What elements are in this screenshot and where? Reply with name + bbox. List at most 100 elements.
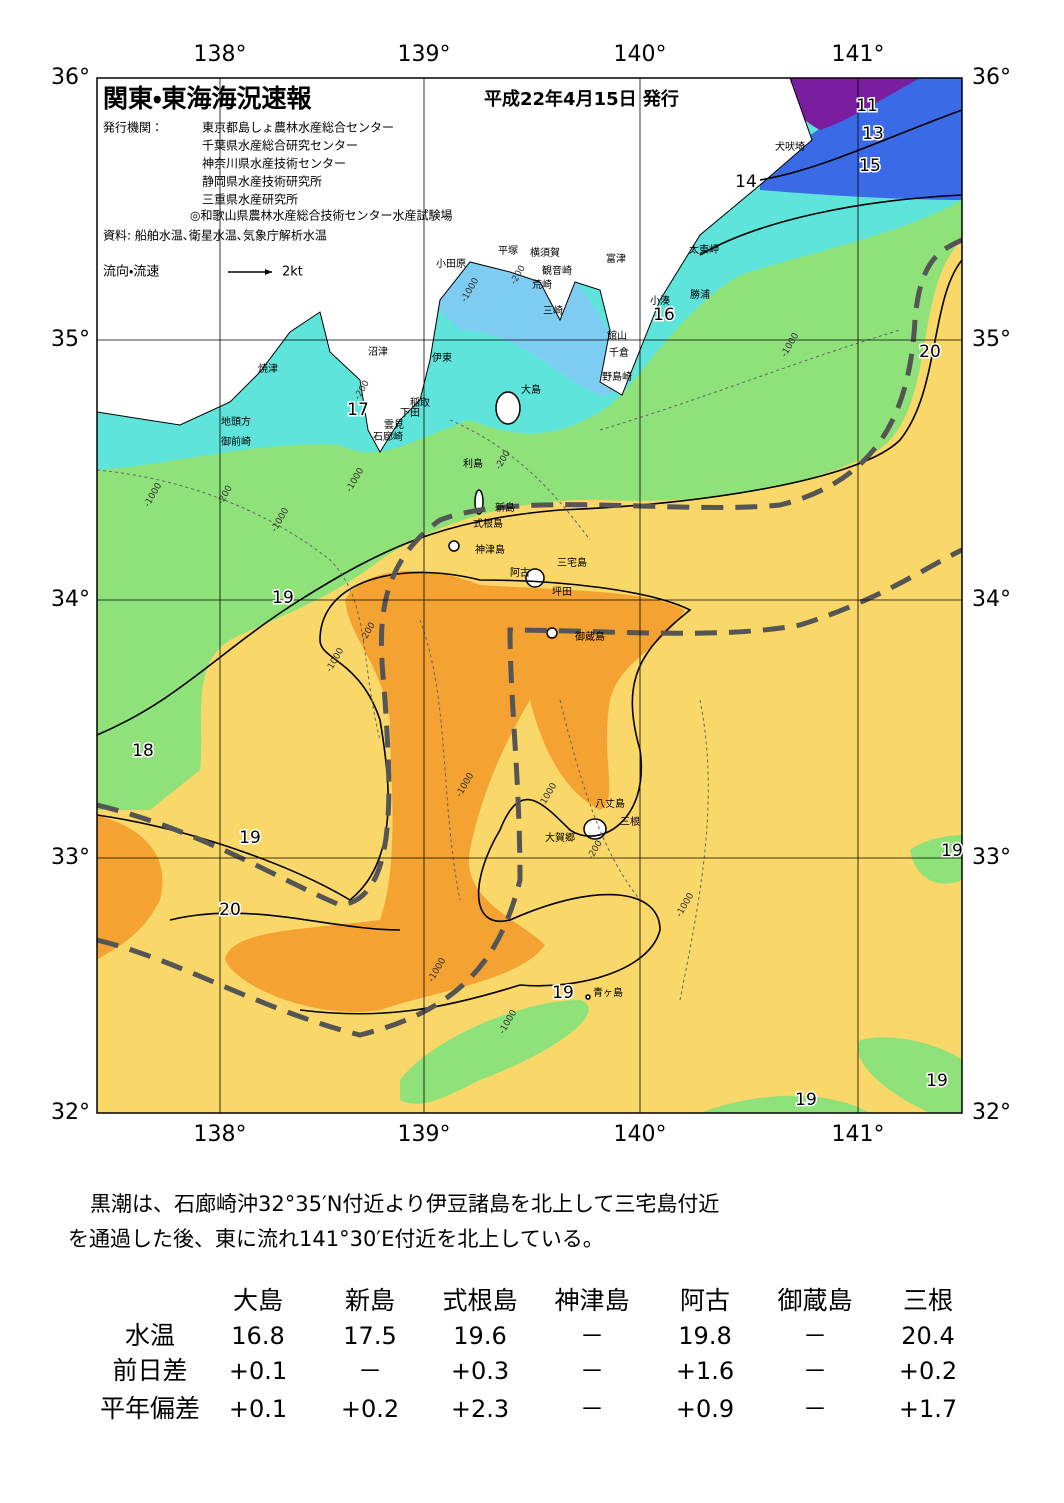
isotherm-label: 11: [856, 96, 878, 116]
table-header: 御蔵島: [777, 1286, 852, 1315]
table-cell: －: [803, 1357, 827, 1385]
map-frame: [96, 77, 963, 1114]
publisher-org: 東京都島しょ農林水産総合センター: [202, 120, 394, 135]
place-name: 大島: [521, 383, 541, 396]
table-header: 神津島: [554, 1286, 629, 1315]
lon-label-bottom: 140°: [614, 1122, 667, 1147]
table-cell: 19.8: [678, 1322, 731, 1350]
table-header: 大島: [233, 1286, 283, 1315]
table-cell: +0.2: [899, 1357, 957, 1385]
place-name: 大賀郷: [545, 831, 575, 844]
isotherm-label: 16: [653, 305, 675, 325]
place-name: 青ヶ島: [593, 986, 623, 999]
table-cell: －: [803, 1395, 827, 1423]
lat-label-left: 33°: [51, 845, 90, 870]
place-name: 野島崎: [602, 370, 632, 383]
place-name: 御前崎: [221, 435, 251, 448]
lat-label-right: 32°: [972, 1100, 1011, 1125]
place-name: 雲見: [384, 419, 404, 431]
place-name: 焼津: [258, 363, 278, 375]
map-title: 関東・東海海況速報: [103, 84, 313, 113]
place-name: 小湊: [650, 294, 670, 307]
table-header: 式根島: [442, 1286, 517, 1315]
table-cell: 17.5: [343, 1322, 396, 1350]
table-header: 三根: [903, 1286, 953, 1315]
place-name: 千倉: [609, 347, 629, 359]
place-name: 式根島: [473, 517, 503, 530]
legend-scale: 2kt: [282, 265, 303, 280]
table-cell: －: [358, 1357, 382, 1385]
place-name: 伊東: [432, 351, 452, 364]
summary-line: 黒潮は、石廊崎沖32°35′N付近より伊豆諸島を北上して三宅島付近: [90, 1192, 719, 1216]
table-header: 新島: [345, 1286, 395, 1315]
place-name: 富津: [606, 252, 626, 265]
place-name: 横須賀: [530, 246, 560, 259]
isotherm-label: 20: [219, 900, 241, 920]
legend-arrowhead: [265, 269, 272, 275]
table-cell: +2.3: [451, 1395, 509, 1423]
isotherm-label: 19: [272, 588, 294, 608]
isotherm-label: 14: [735, 172, 757, 192]
orange-zone: [97, 815, 163, 960]
map-area: [97, 78, 962, 1113]
table-row-label: 前日差: [112, 1356, 187, 1385]
lat-label-right: 35°: [972, 327, 1011, 352]
legend-label: 流向・流速: [103, 264, 159, 280]
lat-label-left: 32°: [51, 1100, 90, 1125]
source: 資料: 船舶水温､衛星水温､気象庁解析水温: [103, 228, 327, 243]
graticule: [97, 78, 962, 1113]
publisher-org: 神奈川県水産技術センター: [202, 156, 346, 171]
publisher-org: 三重県水産研究所: [202, 193, 298, 207]
place-name: 御蔵島: [575, 630, 605, 643]
lon-label-top: 141°: [832, 42, 885, 67]
place-name: 観音崎: [542, 264, 572, 277]
lon-label-bottom: 138°: [194, 1122, 247, 1147]
publisher-org: 静岡県水産技術研究所: [202, 174, 322, 189]
summary-line: を通過した後、東に流れ141°30′E付近を北上している。: [68, 1227, 604, 1251]
lat-label-left: 35°: [51, 327, 90, 352]
lat-label-left: 36°: [51, 65, 90, 90]
isotherm-label: 19: [552, 983, 574, 1003]
blue-zone: [760, 78, 962, 200]
place-name: 地頭方: [221, 415, 251, 428]
lon-label-bottom: 139°: [398, 1122, 451, 1147]
orange-zone: [225, 570, 685, 1012]
table-cell: －: [580, 1322, 604, 1350]
place-name: 新島: [495, 501, 515, 514]
lat-label-left: 34°: [51, 587, 90, 612]
place-name: 利島: [463, 457, 483, 470]
place-name: 館山: [607, 329, 627, 342]
table-cell: －: [803, 1322, 827, 1350]
table-cell: +0.1: [229, 1395, 287, 1423]
lat-label-right: 33°: [972, 845, 1011, 870]
lightblue-zone: [430, 257, 633, 395]
place-name: 下田: [400, 408, 420, 419]
table-cell: 16.8: [231, 1322, 284, 1350]
table-cell: +0.3: [451, 1357, 509, 1385]
place-name: 三根: [620, 815, 640, 828]
isotherm-label: 19: [941, 841, 963, 861]
lon-label-top: 138°: [194, 42, 247, 67]
place-name: 坪田: [552, 585, 572, 598]
place-name: 三宅島: [557, 556, 587, 569]
table-cell: 19.6: [453, 1322, 506, 1350]
table-cell: +1.6: [676, 1357, 734, 1385]
table-cell: 20.4: [901, 1322, 954, 1350]
table-row-label: 水温: [125, 1321, 175, 1350]
place-name: 小田原: [436, 258, 466, 270]
isotherm-label: 19: [795, 1090, 817, 1110]
isotherm-label: 19: [239, 828, 261, 848]
lon-label-bottom: 141°: [832, 1122, 885, 1147]
table-header: 阿古: [680, 1286, 730, 1315]
table-cell: +1.7: [899, 1395, 957, 1423]
table-cell: +0.2: [341, 1395, 399, 1423]
isotherm-label: 15: [859, 156, 881, 176]
place-name: 神津島: [475, 543, 505, 556]
kuroshio-axis: [97, 237, 962, 1038]
land: [97, 78, 813, 453]
lon-label-top: 140°: [614, 42, 667, 67]
place-name: 石廊崎: [373, 430, 403, 443]
place-name: 犬吠埼: [775, 140, 805, 153]
lat-label-right: 36°: [972, 65, 1011, 90]
